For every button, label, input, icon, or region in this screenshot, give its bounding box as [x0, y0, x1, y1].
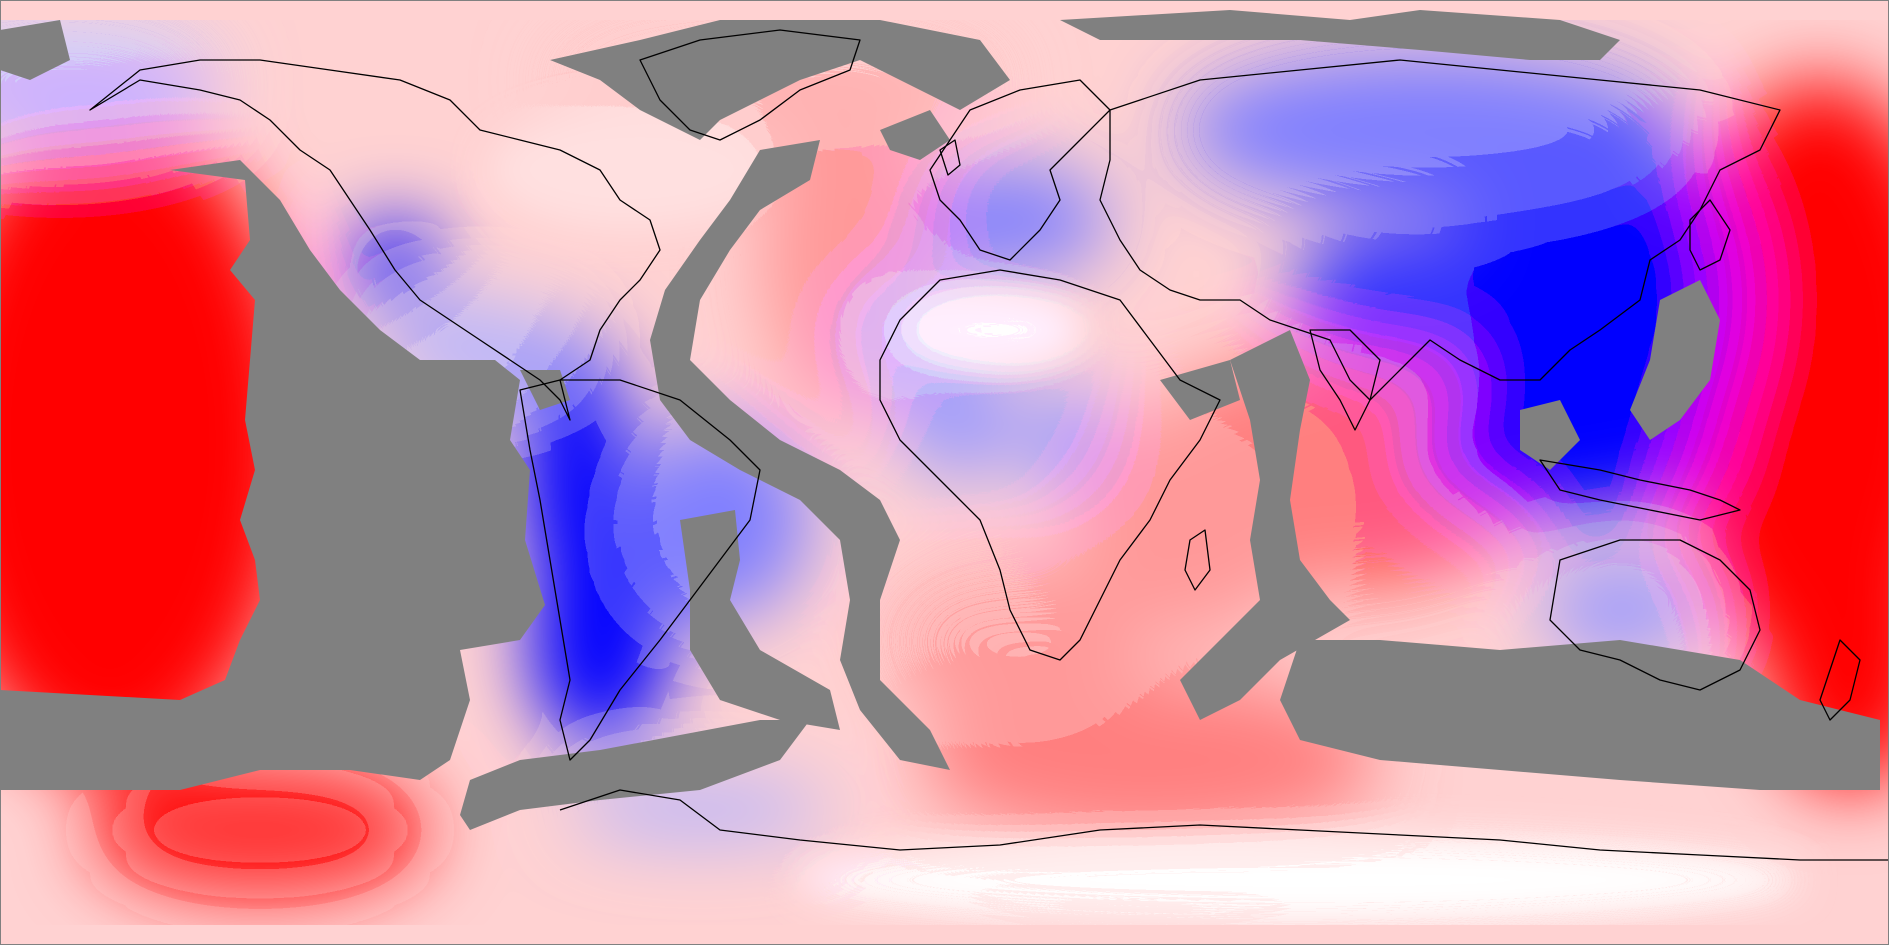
- mask-west-pacific: [1630, 280, 1720, 440]
- coast-british-isles: [939, 139, 961, 176]
- mask-mid-atlantic-ridge: [650, 140, 950, 770]
- mask-bering: [0, 20, 70, 80]
- red-patch-pacific-east: [0, 110, 300, 770]
- coast-india: [1309, 329, 1381, 431]
- coast-antarctica: [559, 789, 1889, 861]
- mask-south-indian: [1280, 640, 1880, 790]
- blue-patch-siberia: [1180, 50, 1680, 210]
- mask-arctic-siberia: [1060, 10, 1620, 60]
- mask-north-atlantic: [550, 20, 1010, 140]
- blue-patch-australia: [1540, 560, 1700, 660]
- coastlines: [89, 29, 1889, 861]
- mask-indian-ridge: [1180, 330, 1350, 720]
- mask-pacific: [0, 160, 545, 790]
- mask-south-china-sea: [1520, 400, 1580, 470]
- coast-asia: [1099, 59, 1781, 401]
- coast-europe: [929, 79, 1111, 261]
- white-band-antarctica: [800, 835, 1800, 925]
- red-patch-africa-east: [1070, 400, 1310, 640]
- coast-greenland: [639, 29, 861, 141]
- blue-patch-rockies: [350, 220, 440, 310]
- coast-indonesia: [1539, 459, 1741, 521]
- red-patch-africa-south: [880, 560, 1140, 720]
- mask-norwegian-sea: [880, 110, 950, 160]
- coast-south-america: [519, 379, 761, 761]
- white-patch-sahara: [900, 290, 1080, 370]
- red-patch-south-pacific: [90, 760, 430, 900]
- mask-south-america-east: [680, 510, 840, 730]
- coast-new-zealand: [1819, 639, 1861, 721]
- no-data-mask: [0, 10, 1880, 830]
- blue-patch-central-africa: [900, 360, 1020, 480]
- coast-north-america: [89, 59, 661, 421]
- coast-japan: [1689, 199, 1731, 271]
- blue-patch-china: [1290, 230, 1510, 370]
- coast-australia: [1549, 539, 1761, 691]
- blue-patch-europe: [910, 165, 1110, 275]
- blue-patch-patagonia: [530, 530, 670, 750]
- coast-madagascar: [1184, 529, 1211, 591]
- coast-africa: [879, 269, 1221, 661]
- mask-south-pacific-ridge: [460, 720, 810, 830]
- blue-patch-east-africa: [1030, 380, 1110, 500]
